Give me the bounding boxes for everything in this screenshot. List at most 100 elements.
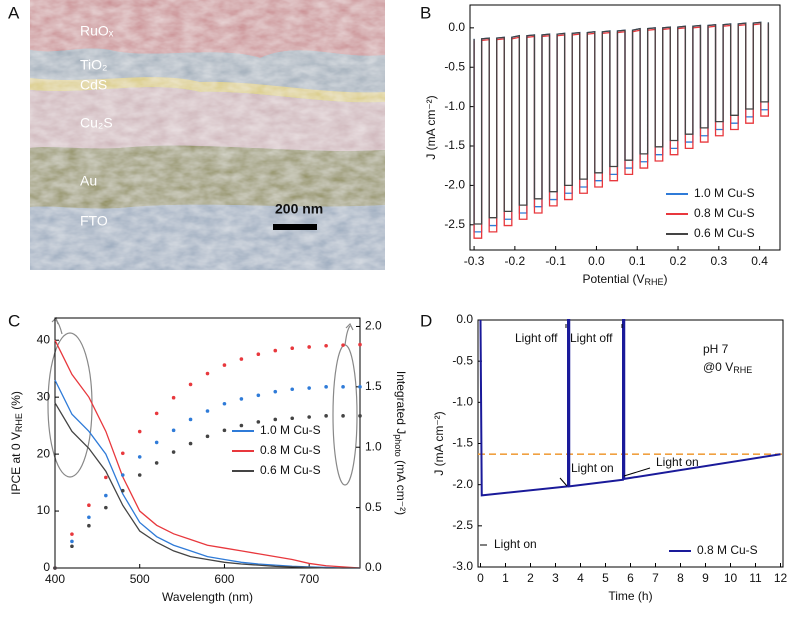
data-point [171,428,176,433]
data-point [205,409,210,413]
annotation-part: @0 V [703,360,733,374]
x-tick-label: 700 [299,572,319,586]
y-tick-label: -1.0 [452,395,473,409]
annotation: @0 VRHE [703,360,752,375]
data-point [222,401,227,406]
data-point [188,417,193,422]
annotation-part: RHE [733,365,752,375]
data-point [205,434,210,439]
data-point [341,343,345,347]
data-point [290,346,295,350]
data-point [273,417,278,422]
x-axis-label-part: Potential (V [582,272,644,286]
data-point [154,461,159,465]
annotation: Light off [515,331,558,345]
y-tick-label: 0.0 [448,20,465,34]
y-axis-label: IPCE at 0 VRHE (%) [9,391,24,495]
y2-tick-label: 1.0 [365,439,382,453]
data-point [358,414,362,418]
data-point [120,473,125,477]
data-point [120,488,125,493]
x-tick-label: 4 [577,571,584,585]
x-tick-label: 9 [702,571,709,585]
y-axis-label: J (mA cm⁻²) [432,411,446,475]
data-point [188,441,193,446]
data-point [104,475,108,480]
plot-frame [469,4,781,251]
x-tick-label: 0.0 [588,254,605,268]
annotation: pH 7 [703,342,729,356]
annotation: Light off [570,331,613,345]
legend-label: 1.0 M Cu-S [260,423,321,437]
data-point [307,386,311,390]
legend-label: 0.6 M Cu-S [694,226,755,240]
data-point [324,343,328,348]
x-tick-label: 8 [677,571,684,585]
data-point [239,423,244,428]
legend-label: 0.8 M Cu-S [260,443,321,457]
data-point [222,428,227,433]
x-tick-label: 2 [527,571,534,585]
x-tick-label: 400 [45,572,65,586]
layer-label: Au [80,173,97,189]
x-tick-label: 5 [602,571,609,585]
data-point [53,566,57,570]
panel-label: D [420,311,432,330]
data-point [87,523,91,528]
panel-c-callouts [47,316,358,486]
data-point [239,397,244,401]
data-point [324,385,328,389]
x-tick-label: 3 [552,571,559,585]
y-tick-label: 0.0 [456,312,473,326]
data-point [256,352,261,357]
plot-frame [477,319,784,568]
series-line [473,21,770,233]
annotation: Light on [656,455,699,469]
x-axis-label: Potential (VRHE) [582,272,667,287]
x-tick-label: 12 [774,571,788,585]
data-point [290,387,295,392]
data-point [120,451,125,456]
x-tick-label: 500 [130,572,150,586]
panel-label: A [8,3,20,22]
data-point [87,515,91,520]
y-tick-label: -2.5 [444,217,465,231]
y-tick-label: -2.5 [452,518,473,532]
data-point [256,420,261,424]
x-tick-label: 0.4 [751,254,768,268]
plot-frame [54,317,361,569]
data-point [341,414,345,418]
panel-label: B [420,3,431,22]
series-line [473,23,770,239]
x-tick-label: 600 [214,572,234,586]
y-tick-label: -1.5 [444,138,465,152]
data-point [324,414,328,418]
data-point [87,503,91,507]
data-point [154,411,159,416]
data-point [222,363,227,367]
annotation-arrow [559,477,568,487]
data-point [70,539,74,544]
data-point [70,532,74,536]
data-point [358,342,362,347]
y2-axis-label-part: photo [393,434,403,457]
y-tick-label: -3.0 [452,559,473,573]
data-point [205,371,210,376]
layer-label: RuOₓ [80,23,114,39]
y2-axis-label-part: Integrated J [394,371,408,434]
data-point [307,415,311,419]
x-tick-label: 6 [627,571,634,585]
panel-label: C [8,311,20,330]
layer-label: CdS [80,77,107,93]
x-tick-label: 11 [749,571,762,585]
data-point [307,345,311,349]
y-tick-label: 40 [37,332,51,346]
y-tick-label: 30 [37,389,51,403]
data-point [171,450,176,454]
data-point [154,440,159,445]
sem-image [30,0,385,270]
data-point [104,505,108,510]
x-tick-label: 7 [652,571,659,585]
y2-tick-label: 0.5 [365,500,382,514]
